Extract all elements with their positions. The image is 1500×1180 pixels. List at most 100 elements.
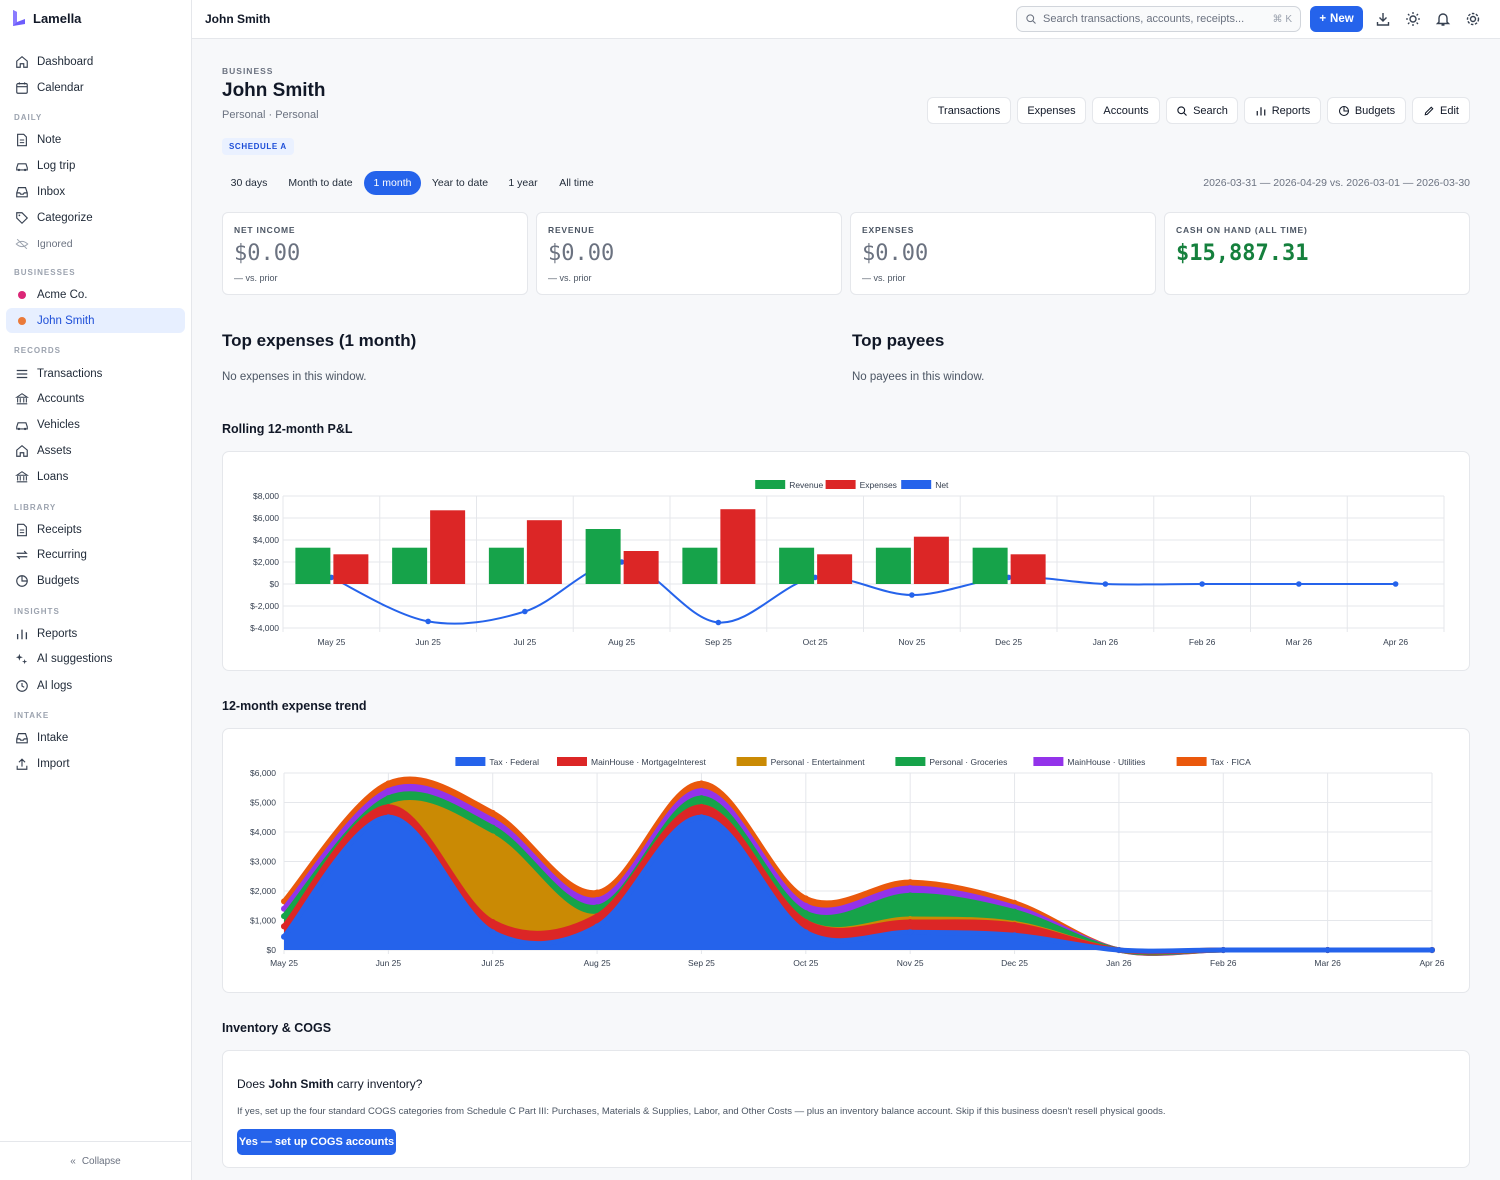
sidebar-item-assets[interactable]: Assets [6,438,185,463]
sidebar-item-ignored[interactable]: Ignored [6,231,185,256]
app-name: Lamella [33,10,82,26]
eye-off-icon [15,238,29,249]
app-logo[interactable]: Lamella [12,9,81,27]
x-tick-label: Apr 26 [1419,958,1444,968]
range-all-time[interactable]: All time [551,171,602,195]
sidebar-item-label: Accounts [37,392,85,405]
area-point [698,803,705,810]
sidebar-item-calendar[interactable]: Calendar [6,75,185,100]
y-tick-label: $-2,000 [250,601,279,611]
sun-icon[interactable] [1405,11,1421,27]
x-tick-label: Oct 25 [793,958,818,968]
pnl-chart-title: Rolling 12-month P&L [222,422,353,436]
net-point [1102,581,1109,587]
area-point [385,814,392,821]
sidebar-item-import[interactable]: Import [6,751,185,776]
pie-chart-icon [1338,105,1349,116]
sidebar-item-ai-logs[interactable]: AI logs [6,673,185,698]
sidebar-item-log-trip[interactable]: Log trip [6,153,185,178]
sidebar-item-note[interactable]: Note [6,127,185,152]
trend-legend-swatch [736,757,767,766]
pnl-legend-swatch [901,480,932,489]
expenses-bar [913,536,949,584]
topbar: John Smith Search transactions, accounts… [192,0,1500,39]
sidebar-item-label: Recurring [37,548,87,561]
expenses-button[interactable]: Expenses [1017,97,1086,124]
inventory-question: Does John Smith carry inventory? [237,1077,422,1091]
sidebar-item-john-smith[interactable]: John Smith [6,308,185,333]
clock-icon [16,679,28,692]
y-tick-label: $4,000 [250,827,276,837]
area-point [698,787,705,794]
sidebar-item-budgets[interactable]: Budgets [6,568,185,593]
x-tick-label: Jul 25 [481,958,504,968]
search-icon [1177,105,1187,116]
area-point [698,780,705,787]
download-icon[interactable] [1375,11,1391,27]
area-point [281,913,287,920]
sidebar-item-dashboard[interactable]: Dashboard [6,49,185,74]
bell-icon[interactable] [1435,11,1451,27]
range-1-year[interactable]: 1 year [500,171,546,195]
budgets-button[interactable]: Budgets [1327,97,1406,124]
sidebar-item-categorize[interactable]: Categorize [6,205,185,230]
sidebar-item-transactions[interactable]: Transactions [6,361,185,386]
sidebar-item-vehicles[interactable]: Vehicles [6,412,185,437]
collapse-sidebar-button[interactable]: « Collapse [0,1141,191,1180]
business-color-dot [18,290,26,299]
list-icon [16,369,28,378]
area-point [907,892,914,899]
net-point [522,608,528,615]
sidebar-item-loans[interactable]: Loans [6,464,185,489]
sidebar-item-reports[interactable]: Reports [6,621,185,646]
transactions-button[interactable]: Transactions [927,97,1011,124]
sidebar-item-recurring[interactable]: Recurring [6,542,185,567]
revenue-bar [392,547,428,584]
range-month-to-date[interactable]: Month to date [282,171,359,195]
search-button[interactable]: Search [1166,97,1238,124]
expenses-bar [817,554,853,584]
area-point [907,918,914,925]
new-button[interactable]: + New [1310,6,1363,32]
sidebar-item-accounts[interactable]: Accounts [6,386,185,411]
x-tick-label: Dec 25 [1001,958,1028,968]
area-point [802,902,809,909]
y-tick-label: $8,000 [253,491,279,501]
nav-section-businesses: BUSINESSES [14,268,76,277]
area-point [489,809,496,816]
range-30-days[interactable]: 30 days [222,171,276,195]
gear-icon[interactable] [1465,11,1481,27]
reports-button[interactable]: Reports [1244,97,1321,124]
sidebar-item-inbox[interactable]: Inbox [6,179,185,204]
tag-icon [16,211,29,224]
x-tick-label: Sep 25 [688,958,715,968]
x-tick-label: Jun 25 [376,958,402,968]
sidebar-item-ai-suggestions[interactable]: AI suggestions [6,646,185,671]
sidebar-item-intake[interactable]: Intake [6,725,185,750]
stat-label: EXPENSES [862,225,915,235]
sidebar: Lamella Dashboard Calendar DAILY Note Lo… [0,0,192,1180]
setup-cogs-button[interactable]: Yes — set up COGS accounts [237,1129,396,1155]
button-label: Edit [1440,104,1459,117]
edit-button[interactable]: Edit [1412,97,1470,124]
global-search-input[interactable]: Search transactions, accounts, receipts.… [1016,6,1301,32]
sparkles-icon [15,653,28,664]
area-point [1011,921,1018,928]
sidebar-item-label: Log trip [37,159,76,172]
stat-card-net-income: NET INCOME $0.00 — vs. prior [222,212,528,295]
nav-section-library: LIBRARY [14,503,57,512]
accounts-button[interactable]: Accounts [1092,97,1160,124]
area-point [489,929,496,936]
area-point [281,898,287,905]
sidebar-item-receipts[interactable]: Receipts [6,517,185,542]
sidebar-item-label: Dashboard [37,55,94,68]
area-point [281,905,287,912]
sidebar-item-label: Note [37,133,62,146]
range-year-to-date[interactable]: Year to date [426,171,494,195]
range-1-month[interactable]: 1 month [364,171,421,195]
sidebar-item-acme[interactable]: Acme Co. [6,282,185,307]
business-color-dot [18,316,26,325]
expenses-bar [430,510,466,584]
x-tick-label: Nov 25 [897,958,924,968]
revenue-bar [682,547,718,584]
